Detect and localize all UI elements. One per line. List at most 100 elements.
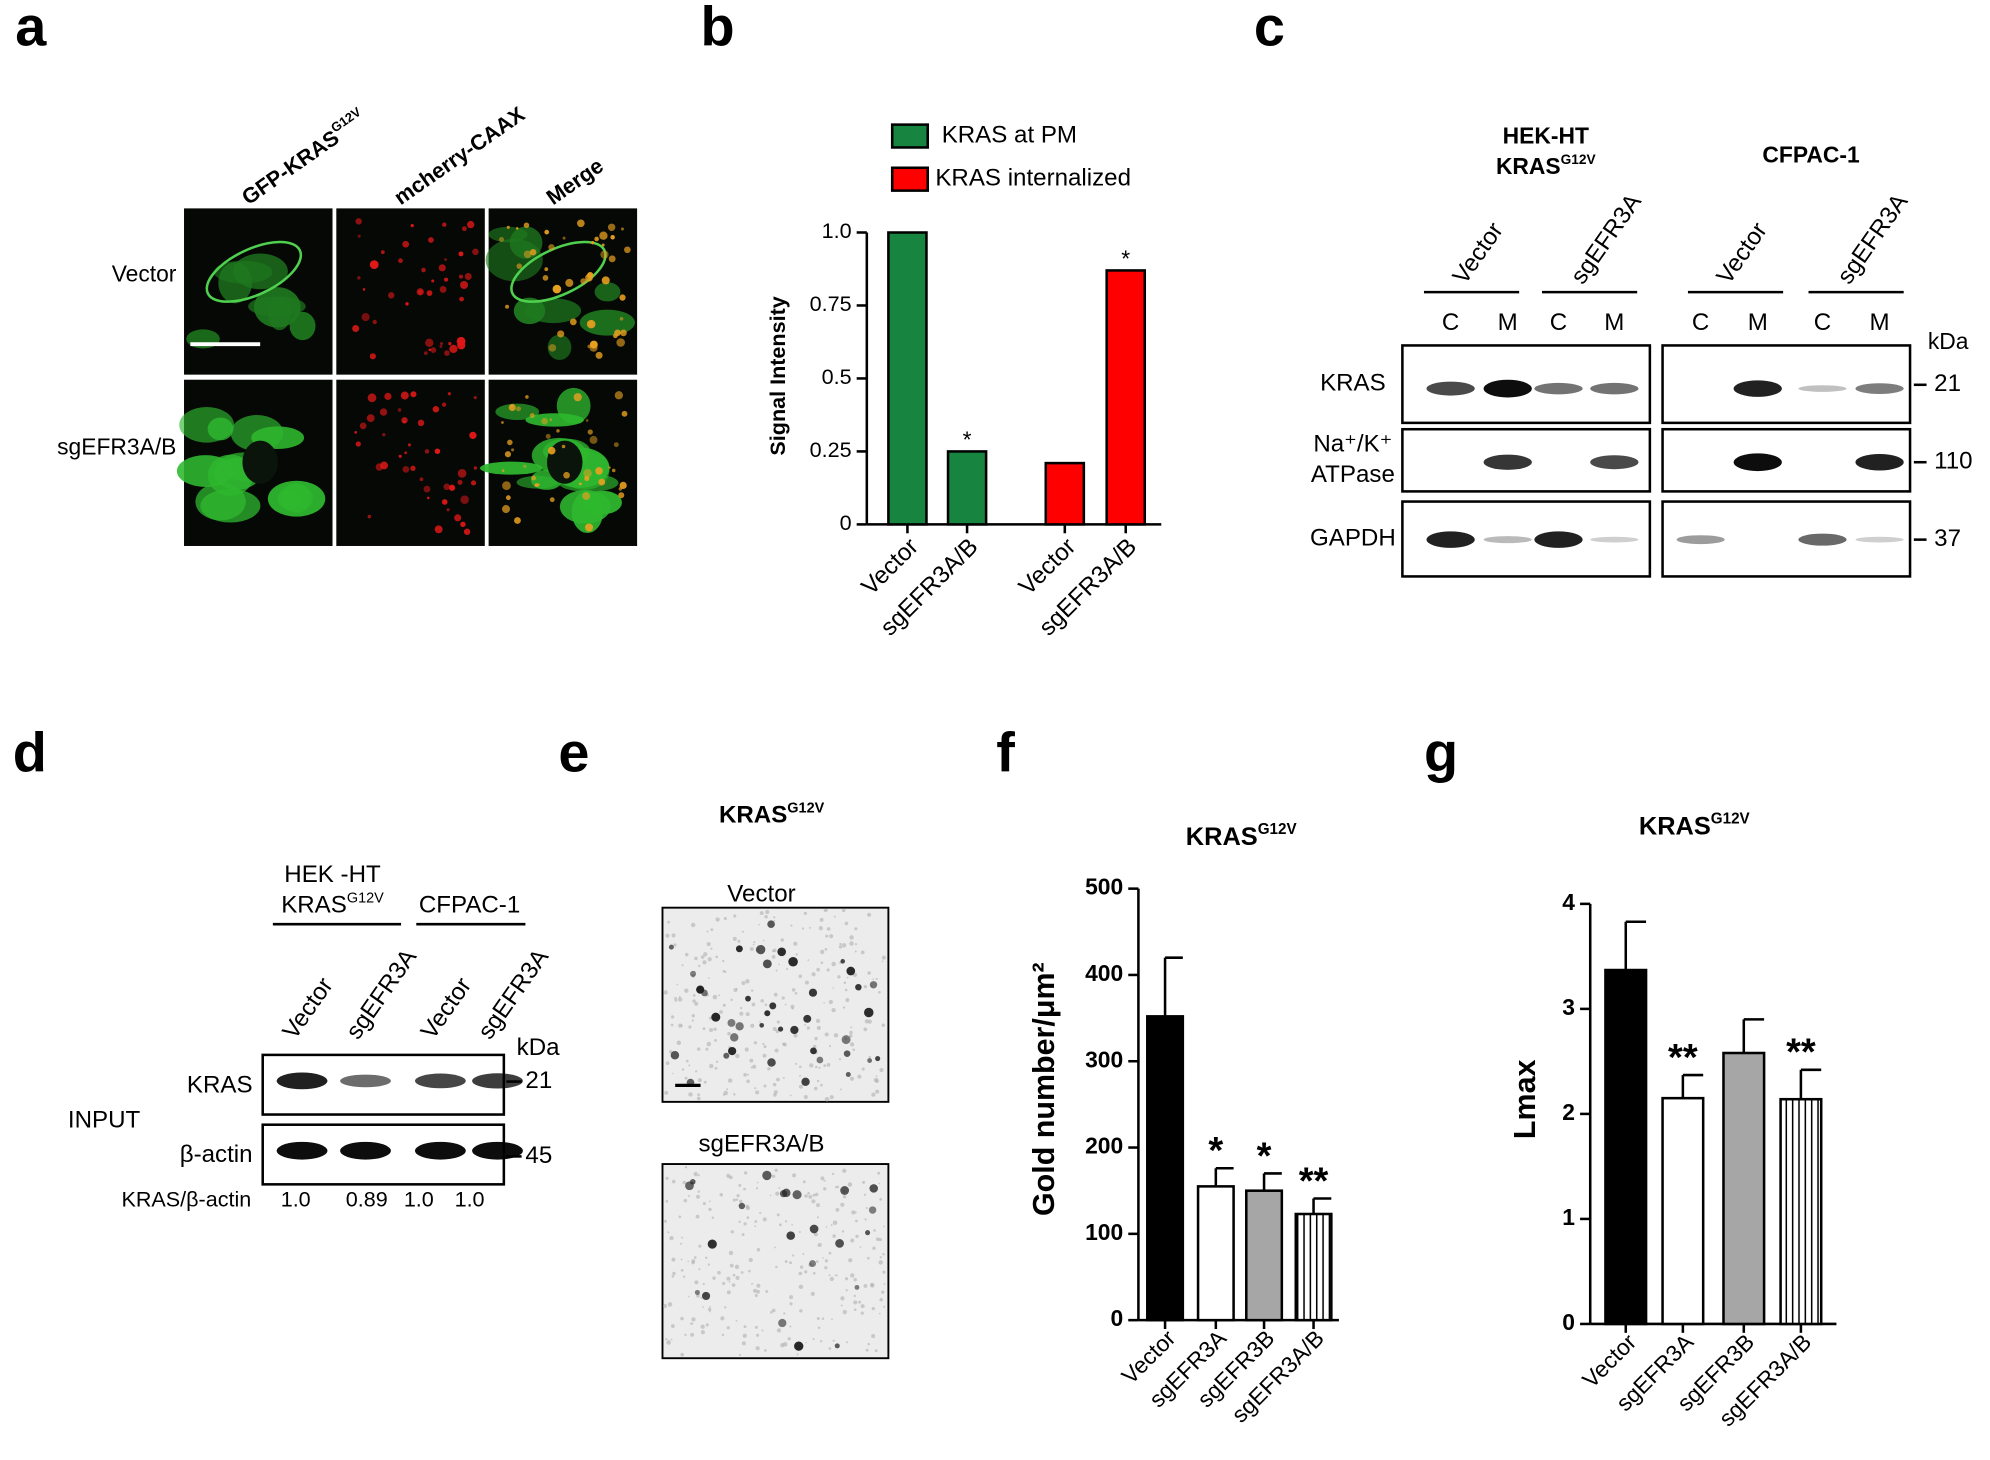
em-grain <box>673 943 677 947</box>
em-grain <box>868 1055 871 1059</box>
em-grain <box>851 1210 856 1215</box>
puncta <box>464 272 472 280</box>
kda-label: 21 <box>1934 370 1961 397</box>
puncta <box>448 341 452 346</box>
em-grain <box>840 1202 845 1207</box>
em-grain <box>860 950 865 955</box>
gold-particle <box>869 1184 878 1193</box>
em-grain <box>883 1305 886 1308</box>
em-grain <box>878 1260 883 1265</box>
em-grain <box>796 1353 799 1356</box>
em-grain <box>854 950 857 953</box>
em-grain <box>692 994 696 997</box>
column-label-main: Merge <box>541 153 607 210</box>
em-grain <box>691 1260 695 1265</box>
em-grain <box>707 1307 712 1312</box>
em-grain <box>813 1086 818 1091</box>
em-grain <box>746 1216 750 1220</box>
gold-particle <box>694 1289 700 1295</box>
em-grain <box>732 1198 736 1202</box>
em-grain <box>879 1197 883 1201</box>
ratio-value: 1.0 <box>281 1187 311 1212</box>
em-grain <box>805 1341 807 1344</box>
em-grain <box>671 1257 676 1262</box>
em-grain <box>875 977 878 981</box>
em-grain <box>878 1182 881 1185</box>
puncta <box>426 496 430 500</box>
em-grain <box>748 1269 751 1273</box>
em-grain <box>819 917 824 922</box>
em-grain <box>842 1309 847 1315</box>
puncta <box>355 441 361 447</box>
em-grain <box>835 1207 840 1212</box>
puncta <box>561 444 566 449</box>
fraction-label: C <box>1442 309 1459 336</box>
gold-particle <box>808 988 818 997</box>
em-grain <box>825 1226 828 1228</box>
puncta <box>410 465 416 471</box>
em-grain <box>787 1337 791 1341</box>
fraction-label: M <box>1498 309 1518 336</box>
micrograph <box>336 208 485 375</box>
em-grain <box>820 1176 825 1181</box>
puncta <box>542 275 549 281</box>
column-label: GFP-KRASG12V <box>236 104 371 210</box>
puncta <box>367 514 372 519</box>
y-tick-label: 0 <box>840 510 852 535</box>
em-grain <box>881 1290 885 1294</box>
em-grain <box>814 1036 818 1041</box>
em-grain <box>738 1220 741 1224</box>
significance: ** <box>1786 1032 1816 1074</box>
em-grain <box>756 1283 761 1288</box>
puncta <box>434 448 441 454</box>
puncta <box>470 480 477 486</box>
em-grain <box>712 1276 716 1280</box>
em-grain <box>738 1353 741 1357</box>
puncta <box>449 344 458 354</box>
em-grain <box>823 909 827 912</box>
em-grain <box>832 1339 835 1342</box>
puncta <box>359 422 367 430</box>
y-tick-label: 2 <box>1562 1099 1575 1125</box>
em-grain <box>863 1027 868 1032</box>
gold-particle <box>846 966 856 976</box>
gold-particle <box>690 970 697 977</box>
em-grain <box>771 1174 776 1178</box>
puncta <box>439 285 447 293</box>
image-label: sgEFR3A/B <box>699 1130 825 1157</box>
em-grain <box>665 1337 668 1341</box>
puncta <box>380 250 385 255</box>
gold-particle <box>762 959 772 969</box>
gold-particle <box>769 1002 777 1010</box>
em-grain <box>744 1047 749 1052</box>
em-grain <box>676 1040 682 1046</box>
em-grain <box>680 1258 683 1261</box>
puncta <box>541 417 548 425</box>
em-grain <box>722 959 725 963</box>
micrograph <box>336 379 485 546</box>
em-grain <box>751 1002 756 1007</box>
em-grain <box>823 1002 825 1004</box>
puncta <box>563 471 570 479</box>
em-grain <box>763 1084 767 1088</box>
cell-signal <box>525 298 582 324</box>
puncta <box>599 231 608 240</box>
em-grain <box>751 1282 754 1285</box>
em-grain <box>789 1295 794 1300</box>
em-grain <box>831 1318 833 1321</box>
em-grain <box>680 1316 684 1321</box>
em-grain <box>718 994 721 997</box>
em-grain <box>695 1214 700 1219</box>
em-grain <box>855 1234 859 1239</box>
em-grain <box>823 1179 826 1182</box>
nucleus <box>546 440 583 484</box>
em-grain <box>742 930 745 933</box>
em-grain <box>678 1215 682 1219</box>
y-tick-label: 0.25 <box>810 437 852 462</box>
em-grain <box>752 1064 757 1069</box>
em-grain <box>783 1312 786 1315</box>
em-grain <box>767 1067 771 1071</box>
gold-particle <box>690 1178 696 1185</box>
em-grain <box>735 987 738 990</box>
